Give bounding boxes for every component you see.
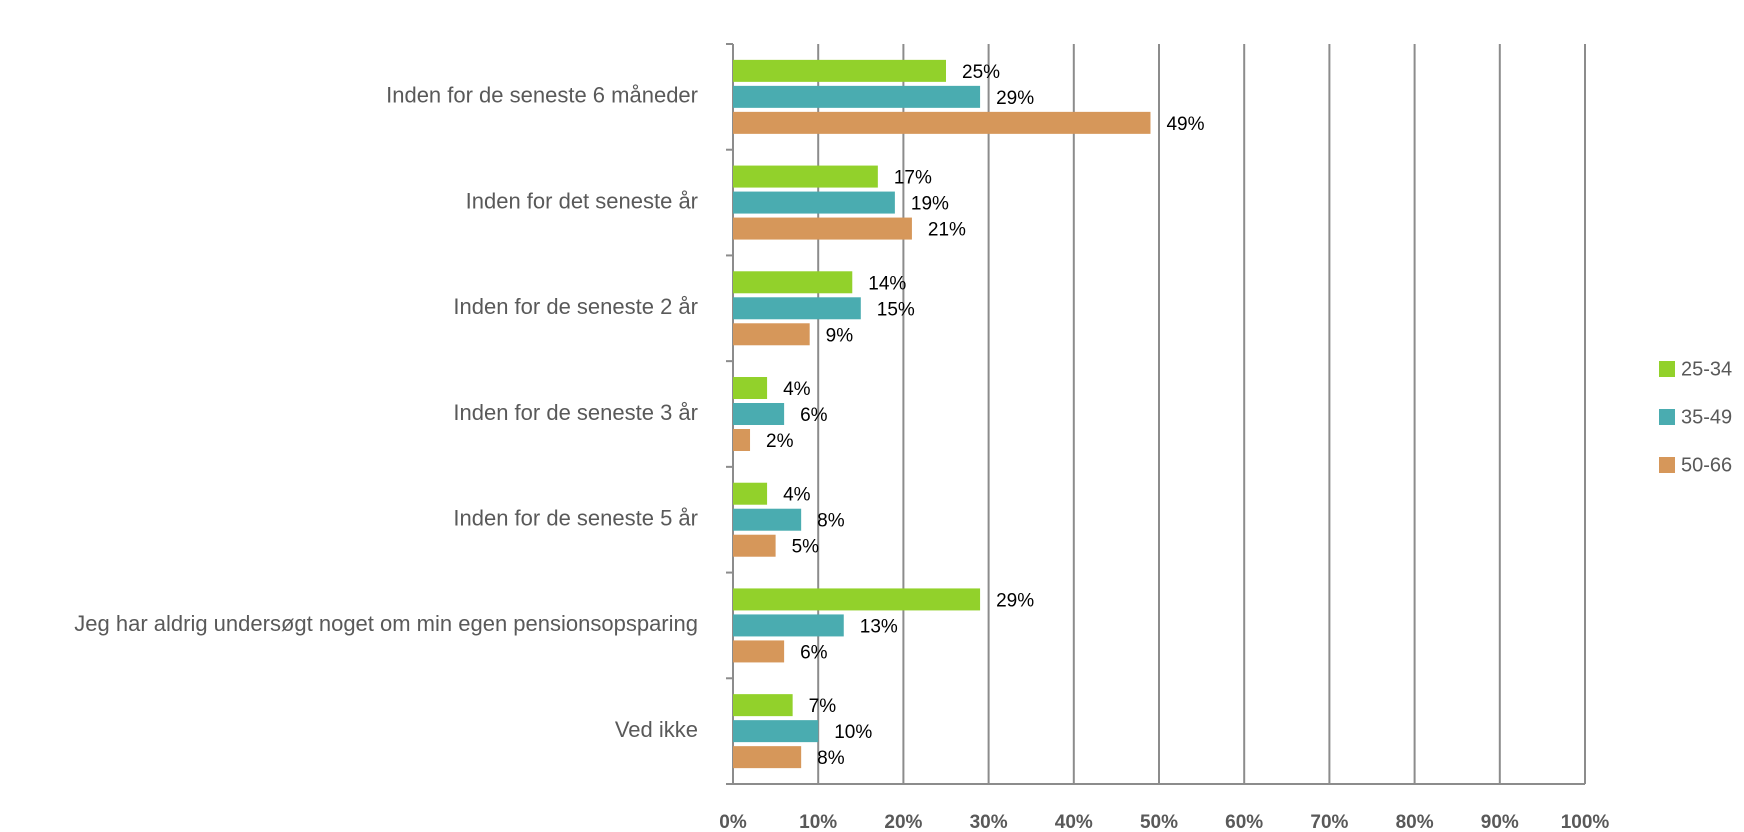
bar (733, 85, 981, 108)
value-label: 4% (783, 485, 811, 506)
value-label: 6% (800, 642, 828, 663)
value-label: 9% (826, 325, 854, 346)
category-label: Inden for de seneste 3 år (453, 400, 698, 425)
bar (733, 377, 768, 399)
legend-label: 25-34 (1681, 358, 1732, 380)
value-label: 25% (962, 62, 1000, 83)
bar (733, 323, 810, 346)
x-tick-label: 50% (1140, 812, 1178, 832)
category-label: Inden for de seneste 5 år (453, 506, 698, 531)
value-label: 14% (868, 273, 906, 294)
value-label: 10% (834, 722, 872, 743)
value-label: 15% (877, 299, 915, 320)
category-label: Inden for de seneste 6 måneder (386, 83, 698, 108)
value-label: 49% (1166, 114, 1204, 135)
x-tick-label: 10% (799, 812, 837, 832)
bar (733, 746, 802, 769)
legend-swatch (1659, 409, 1675, 425)
value-label: 29% (996, 88, 1034, 109)
x-tick-label: 90% (1481, 812, 1519, 832)
bar (733, 694, 793, 717)
legend-label: 50-66 (1681, 454, 1732, 476)
value-label: 2% (766, 431, 794, 452)
x-tick-label: 30% (970, 812, 1008, 832)
legend-swatch (1659, 361, 1675, 377)
legend-swatch (1659, 457, 1675, 473)
bar (733, 111, 1151, 134)
bar (733, 508, 802, 531)
bar (733, 165, 878, 188)
value-label: 21% (928, 220, 966, 241)
value-label: 29% (996, 590, 1034, 611)
x-tick-label: 60% (1225, 812, 1263, 832)
x-tick-label: 0% (719, 812, 747, 832)
category-label: Ved ikke (615, 717, 698, 742)
bar (733, 429, 751, 451)
value-label: 6% (800, 405, 828, 426)
value-label: 8% (817, 511, 845, 532)
value-label: 5% (792, 537, 820, 558)
x-tick-label: 70% (1310, 812, 1348, 832)
bar (733, 403, 785, 425)
bar (733, 271, 853, 294)
bar (733, 720, 819, 743)
x-tick-label: 80% (1396, 812, 1434, 832)
bar (733, 640, 785, 663)
value-label: 7% (809, 696, 837, 717)
category-label: Jeg har aldrig undersøgt noget om min eg… (74, 611, 698, 636)
bar (733, 534, 776, 557)
value-label: 8% (817, 748, 845, 769)
value-label: 19% (911, 194, 949, 215)
x-tick-label: 100% (1561, 812, 1610, 832)
bar (733, 217, 912, 240)
x-tick-label: 40% (1055, 812, 1093, 832)
value-label: 4% (783, 379, 811, 400)
category-label: Inden for det seneste år (466, 188, 698, 213)
category-label: Inden for de seneste 2 år (453, 294, 698, 319)
bar (733, 191, 895, 214)
legend-label: 35-49 (1681, 406, 1732, 428)
bar (733, 614, 844, 637)
x-tick-label: 20% (884, 812, 922, 832)
bar (733, 588, 981, 611)
bar (733, 59, 946, 82)
value-label: 17% (894, 168, 932, 189)
value-label: 13% (860, 616, 898, 637)
bar (733, 297, 861, 320)
bar (733, 482, 768, 505)
